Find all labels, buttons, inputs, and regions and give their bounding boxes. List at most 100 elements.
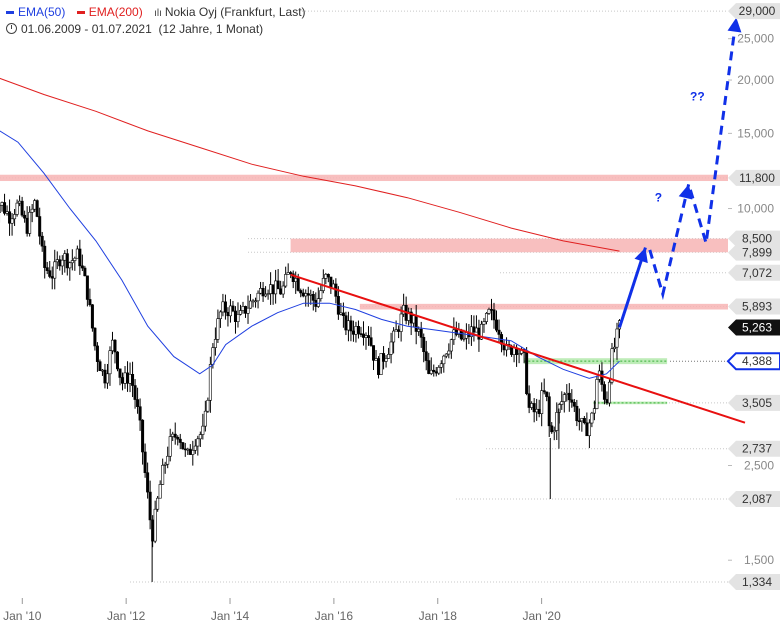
y-axis-ticks: 25,000 20,000 15,000 10,000 2,500 1,500 xyxy=(728,32,774,567)
candle-body xyxy=(259,288,263,294)
candle-body xyxy=(339,312,343,315)
candle-body xyxy=(372,345,376,361)
candle-body xyxy=(479,323,483,340)
candle-body xyxy=(103,369,107,384)
candle-body xyxy=(126,372,130,384)
price-label-box-6 xyxy=(728,319,780,336)
candle-body xyxy=(607,381,611,404)
candle-body xyxy=(587,422,591,437)
candle-body xyxy=(156,497,160,510)
candle-body xyxy=(341,312,345,316)
x-tick-label-3: Jan '16 xyxy=(315,609,354,623)
candle-body xyxy=(60,259,64,267)
candle-body xyxy=(530,403,534,408)
candle-body xyxy=(238,310,242,315)
candle-body xyxy=(286,272,290,275)
candle-body xyxy=(545,391,549,398)
candle-body xyxy=(384,358,388,362)
candle-body xyxy=(279,288,283,295)
price-label-box-1 xyxy=(728,169,780,186)
candle-body xyxy=(43,245,47,268)
candle-body xyxy=(324,273,328,279)
candle-body xyxy=(422,337,426,353)
price-label-box-3 xyxy=(728,244,780,261)
candle-body xyxy=(78,248,82,267)
candle-body xyxy=(13,214,17,220)
candle-body xyxy=(153,508,157,542)
candle-body xyxy=(176,437,180,440)
candle-body xyxy=(369,337,373,346)
candle-body xyxy=(5,211,9,214)
candle-body xyxy=(602,384,606,400)
price-label-7: 4,388 xyxy=(726,352,780,371)
candle-body xyxy=(251,300,255,303)
candle-body xyxy=(540,390,544,414)
candle-body xyxy=(133,385,137,400)
price-label-text-0: 29,000 xyxy=(739,4,776,18)
candle-body xyxy=(223,301,227,313)
candle-body xyxy=(582,418,586,424)
candle-body xyxy=(221,301,225,313)
candle-body xyxy=(419,328,423,338)
candle-body xyxy=(326,273,330,278)
candle-body xyxy=(244,306,248,314)
candle-body xyxy=(108,350,112,375)
candle-body xyxy=(131,373,135,386)
candle-body xyxy=(163,463,167,466)
candle-body xyxy=(3,202,7,214)
candle-body xyxy=(110,339,114,352)
price-label-1: 11,800 xyxy=(728,169,780,186)
candle-icon: ılı xyxy=(154,8,162,19)
candle-body xyxy=(38,216,42,237)
resistance-zone-0 xyxy=(0,174,728,182)
price-label-9: 2,737 xyxy=(728,440,780,457)
candle-body xyxy=(464,332,468,339)
x-tick-label-5: Jan '20 xyxy=(522,609,561,623)
candle-body xyxy=(148,491,152,521)
candle-body xyxy=(432,369,436,372)
price-label-text-8: 3,505 xyxy=(742,396,772,410)
projection-path-dashed xyxy=(648,17,738,301)
legend-ema200[interactable]: EMA(200) xyxy=(76,5,143,19)
candle-body xyxy=(228,305,232,317)
candle-body xyxy=(346,320,350,331)
candle-body xyxy=(294,278,298,282)
date-range: 01.06.2009 - 01.07.2021 (12 Jahre, 1 Mon… xyxy=(6,22,263,36)
price-label-text-5: 5,893 xyxy=(742,300,772,314)
candle-body xyxy=(447,350,451,355)
candle-body xyxy=(211,347,215,365)
price-label-2: 8,500 xyxy=(728,230,780,247)
candle-body xyxy=(213,339,217,348)
price-label-box-2 xyxy=(728,230,780,247)
x-tick-label-4: Jan '18 xyxy=(419,609,458,623)
candle-body xyxy=(382,353,386,362)
price-label-text-1: 11,800 xyxy=(739,171,775,185)
price-label-box-10 xyxy=(728,490,780,507)
candle-body xyxy=(489,309,493,311)
candle-body xyxy=(90,304,94,329)
legend-ema50[interactable]: EMA(50) xyxy=(6,5,65,19)
candle-body xyxy=(206,399,210,412)
candle-body xyxy=(233,310,237,322)
candle-body xyxy=(226,311,230,317)
candle-body xyxy=(281,285,285,295)
candle-body xyxy=(246,307,250,314)
price-label-text-4: 7,072 xyxy=(742,266,772,280)
candle-body xyxy=(291,273,295,282)
candle-body xyxy=(595,379,599,409)
candle-body xyxy=(65,253,69,269)
candle-body xyxy=(495,319,499,331)
projection-annotation-0: ? xyxy=(655,190,662,204)
candle-body xyxy=(73,257,77,261)
price-label-box-4 xyxy=(728,264,780,281)
candle-body xyxy=(492,309,496,321)
candle-body xyxy=(484,313,488,322)
candle-body xyxy=(497,329,501,335)
candle-body xyxy=(535,408,539,413)
candle-body xyxy=(442,355,446,365)
x-axis-ticks: Jan '10 Jan '12 Jan '14 Jan '16 Jan '18 Jan '… xyxy=(3,598,561,623)
candle-body xyxy=(444,353,448,357)
duration-text: (12 Jahre, 1 Monat) xyxy=(158,22,264,36)
candle-body xyxy=(141,419,145,453)
